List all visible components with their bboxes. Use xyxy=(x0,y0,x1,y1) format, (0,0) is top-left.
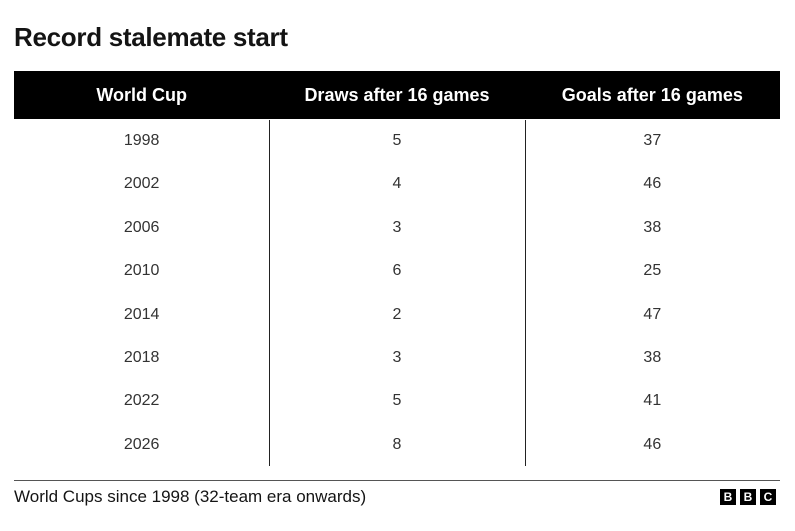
table-cell: 2026 xyxy=(123,435,160,453)
logo-letter: B xyxy=(720,489,736,505)
logo-letter: B xyxy=(740,489,756,505)
table-cell: 2018 xyxy=(123,349,160,366)
table-cell: 2022 xyxy=(123,392,160,410)
table-cell: 4 xyxy=(392,175,402,193)
table-cell: 2014 xyxy=(123,305,160,323)
table-cell: 8 xyxy=(392,435,402,453)
table-cell: 2 xyxy=(392,305,402,323)
table-cell: 2010 xyxy=(123,262,160,280)
table-cell: 5 xyxy=(392,392,402,410)
table-cell: 25 xyxy=(643,262,662,280)
table-cell: 3 xyxy=(392,218,402,236)
table-cell: 46 xyxy=(643,175,662,193)
table-header: World Cup Draws after 16 games Goals after… xyxy=(14,71,780,119)
column-divider xyxy=(269,120,271,466)
table-cell: 38 xyxy=(643,218,662,236)
column-header: Draws after 16 games xyxy=(304,85,490,105)
column-divider xyxy=(524,120,526,466)
table-cell: 38 xyxy=(643,349,662,366)
column-header: Goals after 16 games xyxy=(561,85,743,105)
column-header: World Cup xyxy=(96,85,187,105)
logo-letter: C xyxy=(760,489,776,505)
table-cell: 47 xyxy=(643,305,662,323)
footer-note: World Cups since 1998 (32-team era onwar… xyxy=(14,487,367,506)
table-cell: 2002 xyxy=(123,175,160,193)
table-cell: 5 xyxy=(392,132,402,149)
footer-rule xyxy=(14,480,780,481)
table-cell: 37 xyxy=(643,132,662,149)
title: Record stalemate start xyxy=(14,22,288,52)
table-cell: 46 xyxy=(643,435,662,453)
table-cell: 6 xyxy=(392,262,402,280)
table-cell: 41 xyxy=(643,392,662,410)
table-cell: 1998 xyxy=(123,132,160,149)
table-cell: 3 xyxy=(392,349,402,366)
table-cell: 2006 xyxy=(123,218,160,236)
